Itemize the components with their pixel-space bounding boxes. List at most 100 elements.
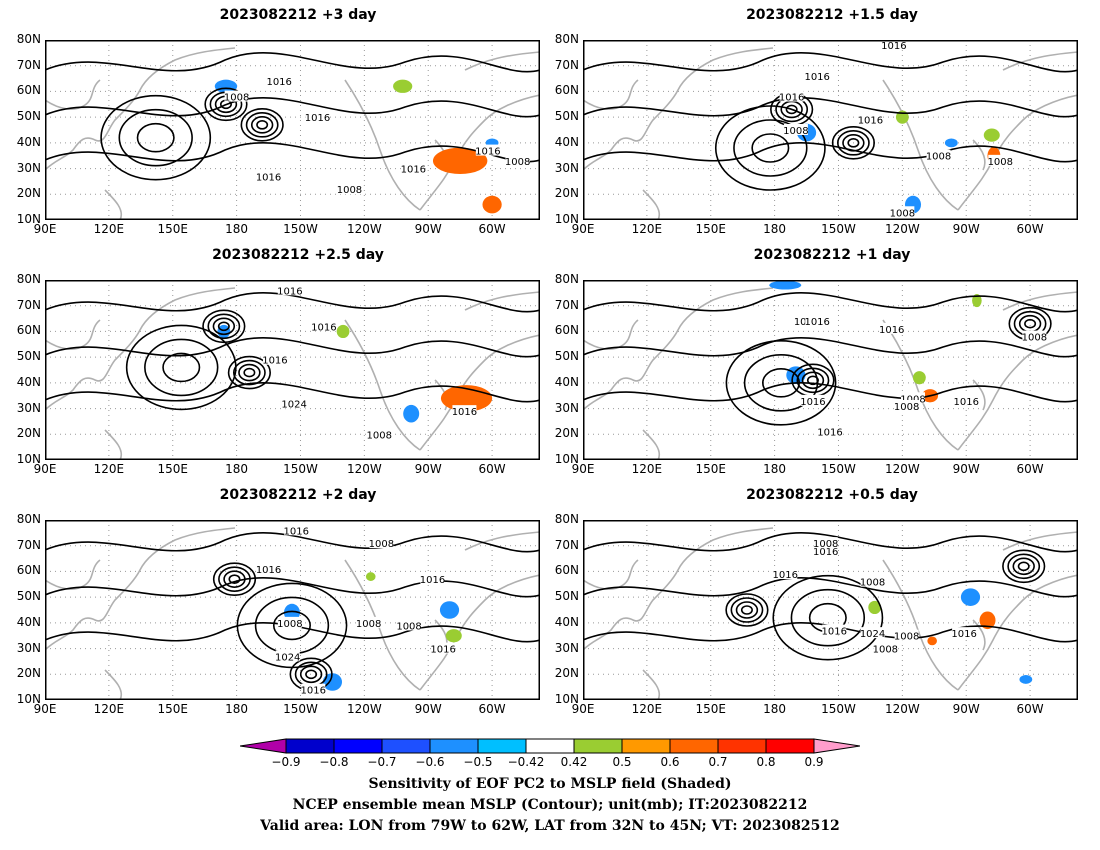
contour-ring	[162, 352, 201, 383]
colorbar-label: −0.42	[507, 755, 545, 769]
contour-label: 1008	[988, 157, 1013, 168]
shading-blob	[868, 600, 882, 615]
latitude-label: 70N	[16, 537, 41, 552]
longitude-label: 90W	[952, 462, 980, 476]
contour-label: 1016	[951, 629, 976, 640]
contour-ring	[725, 593, 769, 627]
shading-blob	[482, 195, 502, 214]
colorbar-label: −0.8	[319, 755, 349, 769]
latitude-label: 20N	[554, 426, 579, 441]
contour-ring	[743, 354, 819, 412]
panel-title: 2023082212 +2 day	[219, 487, 377, 503]
colorbar-segment	[333, 738, 383, 754]
contour-label: 1008	[1022, 333, 1047, 344]
colorbar-segment	[573, 738, 623, 754]
contour-label: 1016	[305, 113, 330, 124]
colorbar-label: 0.8	[756, 755, 776, 769]
contour-label: 1016	[804, 317, 829, 328]
latitude-label: 80N	[16, 512, 41, 526]
latitude-label: 10N	[554, 212, 579, 226]
latitude-label: 50N	[16, 109, 41, 124]
contour-label: 1008	[926, 152, 951, 163]
longitude-label: 120W	[884, 702, 920, 716]
longitude-label: 120E	[631, 462, 663, 476]
longitude-label: 90W	[952, 222, 980, 236]
longitude-label: 90E	[571, 462, 595, 476]
contour-ring	[831, 126, 875, 160]
longitude-label: 90E	[571, 702, 595, 716]
colorbar-label: 0.42	[560, 755, 588, 769]
contour-label: 1008	[890, 208, 915, 219]
contour-ring	[790, 588, 866, 647]
shading-blob	[983, 128, 1000, 142]
shading-blob	[944, 138, 958, 148]
longitude-label: 150W	[821, 222, 856, 236]
contour-ring	[1024, 318, 1037, 329]
contour-ring	[272, 610, 311, 641]
contour-ring	[118, 108, 193, 167]
latitude-label: 20N	[16, 426, 41, 441]
contour-label: 1016	[953, 397, 978, 408]
latitude-label: 60N	[16, 83, 41, 98]
contour-ring	[735, 601, 759, 619]
panel-title: 2023082212 +0.5 day	[746, 487, 918, 503]
longitude-label: 150W	[821, 462, 856, 476]
longitude-label: 120E	[631, 702, 663, 716]
colorbar-label: −0.7	[367, 755, 397, 769]
shading-blob	[365, 572, 376, 581]
contour-line	[583, 382, 1078, 403]
longitude-label: 150E	[695, 702, 726, 716]
contour-ring	[751, 133, 790, 163]
latitude-label: 70N	[554, 297, 579, 312]
contour-ring	[100, 94, 212, 181]
contour-label: 1016	[858, 116, 883, 127]
contour-line	[583, 532, 1078, 553]
shading-blob	[769, 280, 802, 290]
contour-ring	[1002, 549, 1046, 584]
latitude-label: 80N	[554, 32, 579, 46]
latitude-label: 80N	[554, 272, 579, 286]
latitude-label: 10N	[16, 452, 41, 466]
panel-title: 2023082212 +1 day	[753, 247, 911, 263]
colorbar: −0.9 −0.8 −0.7 −0.6 −0.5 −0.42 0.42 0.5 0.6 0.7 0.…	[239, 738, 861, 769]
longitude-label: 90E	[33, 222, 57, 236]
contour-ring	[256, 120, 269, 130]
longitude-label: 150W	[283, 702, 318, 716]
colorbar-label: 0.9	[804, 755, 824, 769]
contour-ring	[232, 359, 266, 386]
contour-ring	[212, 317, 236, 336]
map-frame	[583, 280, 1078, 460]
contour-line	[45, 292, 540, 313]
contour-label: 1024	[281, 399, 306, 410]
latitude-label: 60N	[554, 323, 579, 338]
longitude-label: 180	[763, 222, 787, 236]
colorbar-label: −0.9	[271, 755, 301, 769]
longitude-label: 180	[763, 462, 787, 476]
colorbar-segment	[285, 738, 335, 754]
longitude-label: 120W	[346, 462, 382, 476]
longitude-label: 120W	[346, 222, 382, 236]
longitude-label: 60W	[478, 222, 506, 236]
contour-ring	[847, 138, 860, 148]
contour-ring	[245, 112, 279, 138]
contour-ring	[227, 355, 271, 390]
caption-line-1: Sensitivity of EOF PC2 to MSLP field (Sh…	[368, 776, 732, 792]
longitude-label: 180	[225, 222, 249, 236]
panel-title: 2023082212 +2.5 day	[212, 247, 384, 263]
contour-label: 1008	[224, 93, 249, 104]
latitude-label: 70N	[554, 57, 579, 72]
contour-ring	[204, 87, 248, 122]
contour-ring	[725, 340, 837, 426]
latitude-label: 10N	[554, 452, 579, 466]
longitude-label: 120E	[631, 222, 663, 236]
contour-label: 1008	[337, 185, 362, 196]
colorbar-segment	[429, 738, 479, 754]
longitude-label: 60W	[1016, 462, 1044, 476]
contour-ring	[733, 119, 808, 177]
latitude-label: 40N	[554, 614, 579, 629]
latitude-label: 40N	[16, 374, 41, 389]
colorbar-strip	[239, 738, 861, 754]
contour-label: 1008	[369, 539, 394, 550]
longitude-label: 120E	[93, 702, 125, 716]
longitude-label: 180	[225, 702, 249, 716]
